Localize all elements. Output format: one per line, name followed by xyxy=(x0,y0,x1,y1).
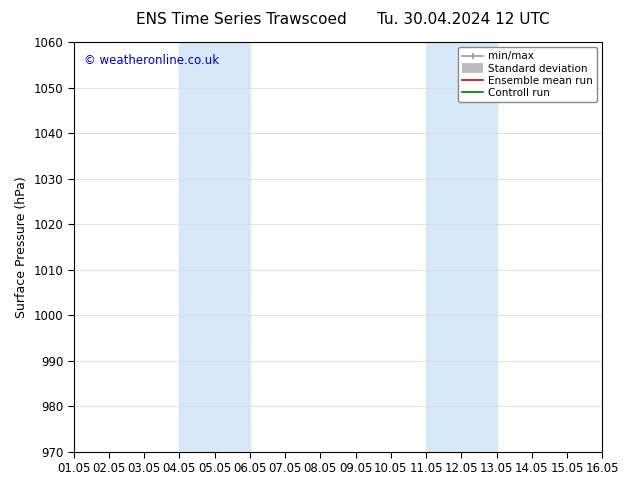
Text: Tu. 30.04.2024 12 UTC: Tu. 30.04.2024 12 UTC xyxy=(377,12,549,27)
Bar xyxy=(426,42,496,452)
Y-axis label: Surface Pressure (hPa): Surface Pressure (hPa) xyxy=(15,176,28,318)
Text: © weatheronline.co.uk: © weatheronline.co.uk xyxy=(84,54,219,67)
Legend: min/max, Standard deviation, Ensemble mean run, Controll run: min/max, Standard deviation, Ensemble me… xyxy=(458,47,597,102)
Text: ENS Time Series Trawscoed: ENS Time Series Trawscoed xyxy=(136,12,346,27)
Bar xyxy=(179,42,250,452)
